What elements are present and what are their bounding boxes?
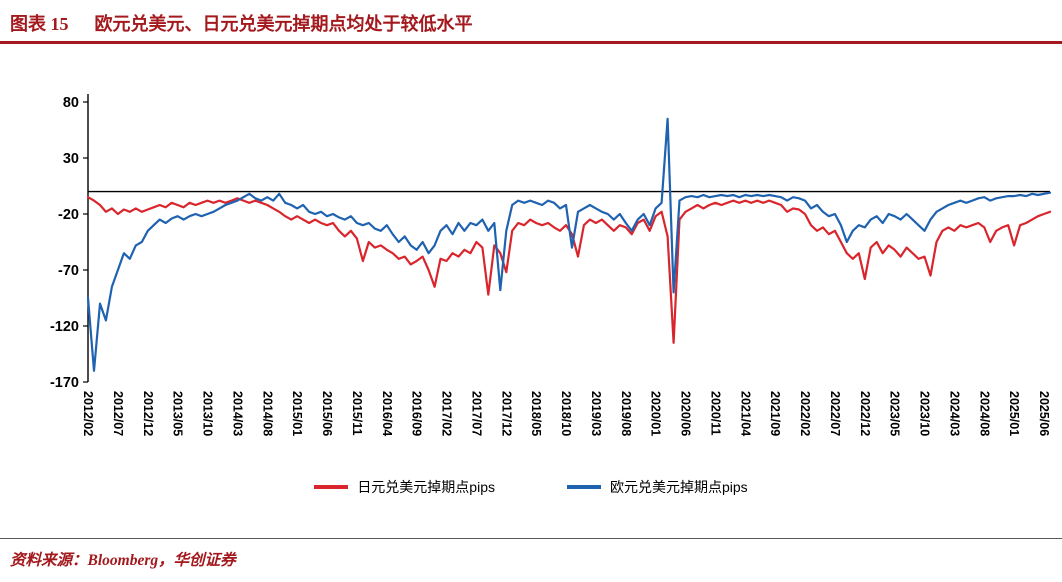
x-tick-label: 2012/12 <box>141 391 155 436</box>
series-line-1 <box>86 117 1052 372</box>
x-tick-label: 2024/03 <box>947 391 961 436</box>
y-tick-label: 30 <box>63 151 79 167</box>
x-tick-label: 2012/07 <box>111 391 125 436</box>
title-divider <box>0 41 1062 44</box>
x-tick-label: 2021/04 <box>738 391 752 436</box>
figure-caption: 欧元兑美元、日元兑美元掉期点均处于较低水平 <box>94 14 473 34</box>
x-tick-label: 2018/10 <box>559 391 573 436</box>
x-tick-label: 2015/06 <box>320 391 334 436</box>
x-tick-label: 2014/03 <box>230 391 244 436</box>
legend-line-swatch <box>314 485 349 489</box>
x-tick-label: 2016/09 <box>410 391 424 436</box>
x-tick-label: 2023/10 <box>918 391 932 436</box>
x-tick-label: 2017/07 <box>469 391 483 436</box>
y-tick-label: 80 <box>63 95 79 111</box>
y-tick-label: -170 <box>50 375 79 391</box>
footer-divider <box>0 538 1062 539</box>
y-tick-label: -120 <box>50 319 79 335</box>
chart-legend: 日元兑美元掉期点pips 欧元兑美元掉期点pips <box>0 476 1062 498</box>
x-tick-label: 2024/08 <box>977 391 991 436</box>
x-tick-label: 2020/06 <box>679 391 693 436</box>
x-tick-label: 2017/02 <box>440 391 454 436</box>
x-tick-label: 2022/02 <box>798 391 812 436</box>
x-tick-label: 2015/11 <box>350 391 364 436</box>
legend-label: 日元兑美元掉期点pips <box>357 479 495 495</box>
x-tick-label: 2020/01 <box>649 391 663 436</box>
x-tick-label: 2019/03 <box>589 391 603 436</box>
x-tick-label: 2022/07 <box>828 391 842 436</box>
x-tick-label: 2017/12 <box>499 391 513 436</box>
x-tick-label: 2013/10 <box>201 391 215 436</box>
legend-item: 日元兑美元掉期点pips <box>314 477 495 497</box>
x-tick-label: 2015/01 <box>290 391 304 436</box>
chart-area: 80 30 -20 -70 -120 -170 2012/02 2012/07 2012/12 2… <box>0 62 1062 498</box>
figure-title: 图表 15 欧元兑美元、日元兑美元掉期点均处于较低水平 <box>0 0 1062 41</box>
legend-item: 欧元兑美元掉期点pips <box>567 477 748 497</box>
x-tick-label: 2023/05 <box>888 391 902 436</box>
x-tick-label: 2022/12 <box>858 391 872 436</box>
x-tick-label: 2013/05 <box>171 391 185 436</box>
x-tick-label: 2025/06 <box>1037 391 1051 436</box>
legend-label: 欧元兑美元掉期点pips <box>610 479 748 495</box>
x-tick-label: 2021/09 <box>768 391 782 436</box>
x-tick-label: 2016/04 <box>380 391 394 436</box>
x-tick-label: 2020/11 <box>708 391 722 436</box>
x-tick-label: 2012/02 <box>81 391 95 436</box>
figure-number: 图表 15 <box>10 14 69 34</box>
x-tick-label: 2014/08 <box>260 391 274 436</box>
x-tick-label: 2018/05 <box>529 391 543 436</box>
x-tick-label: 2025/01 <box>1007 391 1021 436</box>
report-figure-page: 图表 15 欧元兑美元、日元兑美元掉期点均处于较低水平 80 30 -20 -70 -1… <box>0 0 1062 569</box>
source-note: 资料来源：Bloomberg，华创证券 <box>10 552 236 569</box>
y-tick-label: -70 <box>58 263 79 279</box>
x-tick-label: 2019/08 <box>619 391 633 436</box>
legend-line-swatch <box>567 485 601 489</box>
y-tick-label: -20 <box>58 207 79 223</box>
